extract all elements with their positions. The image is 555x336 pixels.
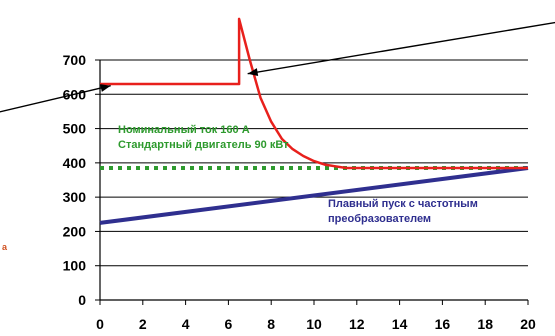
y-tick-label: 600 bbox=[63, 86, 87, 102]
x-tick-label: 4 bbox=[182, 316, 190, 332]
annotation-nominal-current: Номинальный ток 160 А bbox=[118, 124, 250, 136]
y-tick-label: 400 bbox=[63, 155, 87, 171]
y-tick-label: 200 bbox=[63, 223, 87, 239]
x-tick-label: 10 bbox=[306, 316, 322, 332]
series-line-2 bbox=[99, 166, 529, 225]
y-tick-label: 500 bbox=[63, 121, 87, 137]
annotation-standard-motor: Стандартный двигатель 90 кВт bbox=[118, 139, 289, 151]
annotation-arrow-line-0 bbox=[0, 85, 111, 113]
x-tick-label: 6 bbox=[225, 316, 233, 332]
x-tick-label: 8 bbox=[267, 316, 275, 332]
x-tick-label: 14 bbox=[392, 316, 408, 332]
x-tick-label: 16 bbox=[435, 316, 451, 332]
x-tick-label: 20 bbox=[520, 316, 536, 332]
y-tick-label: 100 bbox=[63, 258, 87, 274]
y-tick-label: 0 bbox=[78, 292, 86, 308]
series-line-0 bbox=[100, 17, 528, 170]
label-layer: 0 100 200 300 400 500 600 700 0 2 4 6 8 10 12 14 16 18 20 bbox=[63, 52, 536, 332]
grid-layer bbox=[100, 59, 528, 301]
y-tick-label: 700 bbox=[63, 52, 87, 68]
annotation-arrow-head-0 bbox=[100, 84, 111, 92]
x-tick-label: 18 bbox=[477, 316, 493, 332]
annotation-arrow-head-1 bbox=[247, 68, 259, 77]
annotation-arrow-line-1 bbox=[247, 21, 555, 75]
arrow-layer bbox=[0, 21, 555, 113]
axis-layer bbox=[95, 59, 529, 305]
series-layer bbox=[99, 17, 529, 225]
x-tick-label: 12 bbox=[349, 316, 365, 332]
y-tick-label: 300 bbox=[63, 189, 87, 205]
x-tick-label: 0 bbox=[96, 316, 104, 332]
annotation-soft-start-line1: Плавный пуск с частотным bbox=[328, 198, 478, 210]
x-tick-label: 2 bbox=[139, 316, 147, 332]
stray-mark: a bbox=[2, 242, 8, 252]
annotation-soft-start-line2: преобразователем bbox=[328, 213, 431, 225]
